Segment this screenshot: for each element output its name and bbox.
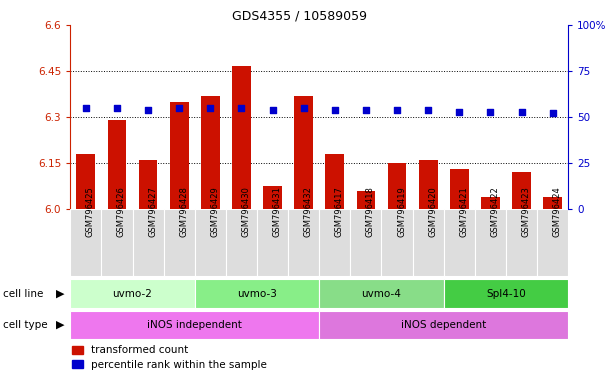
Bar <box>320 209 350 276</box>
Text: GSM796429: GSM796429 <box>210 186 219 237</box>
Bar <box>295 96 313 209</box>
Bar <box>326 154 344 209</box>
Bar <box>350 209 381 276</box>
Text: GSM796427: GSM796427 <box>148 186 157 237</box>
Point <box>268 107 277 113</box>
Text: ▶: ▶ <box>56 320 64 330</box>
Text: cell type: cell type <box>3 320 48 330</box>
Bar <box>195 279 320 308</box>
Point <box>330 107 340 113</box>
Bar <box>263 186 282 209</box>
Point <box>299 105 309 111</box>
Text: GSM796422: GSM796422 <box>491 186 499 237</box>
Text: GSM796428: GSM796428 <box>179 186 188 237</box>
Point <box>361 107 371 113</box>
Bar <box>543 197 562 209</box>
Bar <box>419 160 437 209</box>
Text: iNOS independent: iNOS independent <box>147 320 242 330</box>
Bar <box>195 209 226 276</box>
Text: GSM796432: GSM796432 <box>304 186 313 237</box>
Text: GSM796418: GSM796418 <box>366 186 375 237</box>
Text: GSM796431: GSM796431 <box>273 186 282 237</box>
Bar <box>481 197 500 209</box>
Point <box>517 109 527 115</box>
Bar <box>475 209 506 276</box>
Bar <box>76 154 95 209</box>
Bar <box>170 102 189 209</box>
Text: uvmo-3: uvmo-3 <box>237 288 277 299</box>
Text: GSM796420: GSM796420 <box>428 186 437 237</box>
Text: GDS4355 / 10589059: GDS4355 / 10589059 <box>232 10 367 23</box>
Bar <box>320 279 444 308</box>
Point <box>143 107 153 113</box>
Bar <box>257 209 288 276</box>
Bar <box>537 209 568 276</box>
Bar <box>357 191 375 209</box>
Text: GSM796426: GSM796426 <box>117 186 126 237</box>
Point <box>112 105 122 111</box>
Bar <box>444 279 568 308</box>
Point <box>486 109 496 115</box>
Text: GSM796425: GSM796425 <box>86 186 95 237</box>
Bar <box>320 311 568 339</box>
Bar <box>139 160 158 209</box>
Text: ▶: ▶ <box>56 288 64 299</box>
Point <box>423 107 433 113</box>
Bar <box>512 172 531 209</box>
Text: cell line: cell line <box>3 288 43 299</box>
Bar <box>226 209 257 276</box>
Text: GSM796421: GSM796421 <box>459 186 468 237</box>
Point <box>392 107 402 113</box>
Bar <box>506 209 537 276</box>
Point <box>236 105 246 111</box>
Bar <box>381 209 412 276</box>
Legend: transformed count, percentile rank within the sample: transformed count, percentile rank withi… <box>71 344 268 371</box>
Point <box>81 105 90 111</box>
Text: GSM796430: GSM796430 <box>241 186 251 237</box>
Point <box>455 109 464 115</box>
Point <box>205 105 215 111</box>
Bar <box>201 96 220 209</box>
Bar <box>70 311 320 339</box>
Bar <box>388 163 406 209</box>
Bar <box>101 209 133 276</box>
Bar <box>288 209 320 276</box>
Bar <box>450 169 469 209</box>
Bar <box>133 209 164 276</box>
Bar <box>164 209 195 276</box>
Text: GSM796424: GSM796424 <box>553 186 562 237</box>
Bar <box>108 120 126 209</box>
Text: Spl4-10: Spl4-10 <box>486 288 526 299</box>
Text: GSM796419: GSM796419 <box>397 186 406 237</box>
Text: iNOS dependent: iNOS dependent <box>401 320 486 330</box>
Text: uvmo-2: uvmo-2 <box>112 288 153 299</box>
Bar <box>444 209 475 276</box>
Text: GSM796423: GSM796423 <box>522 186 530 237</box>
Bar <box>70 279 195 308</box>
Text: GSM796417: GSM796417 <box>335 186 344 237</box>
Point <box>548 110 558 116</box>
Bar <box>412 209 444 276</box>
Bar <box>70 209 101 276</box>
Text: uvmo-4: uvmo-4 <box>362 288 401 299</box>
Point <box>174 105 184 111</box>
Bar <box>232 66 251 209</box>
